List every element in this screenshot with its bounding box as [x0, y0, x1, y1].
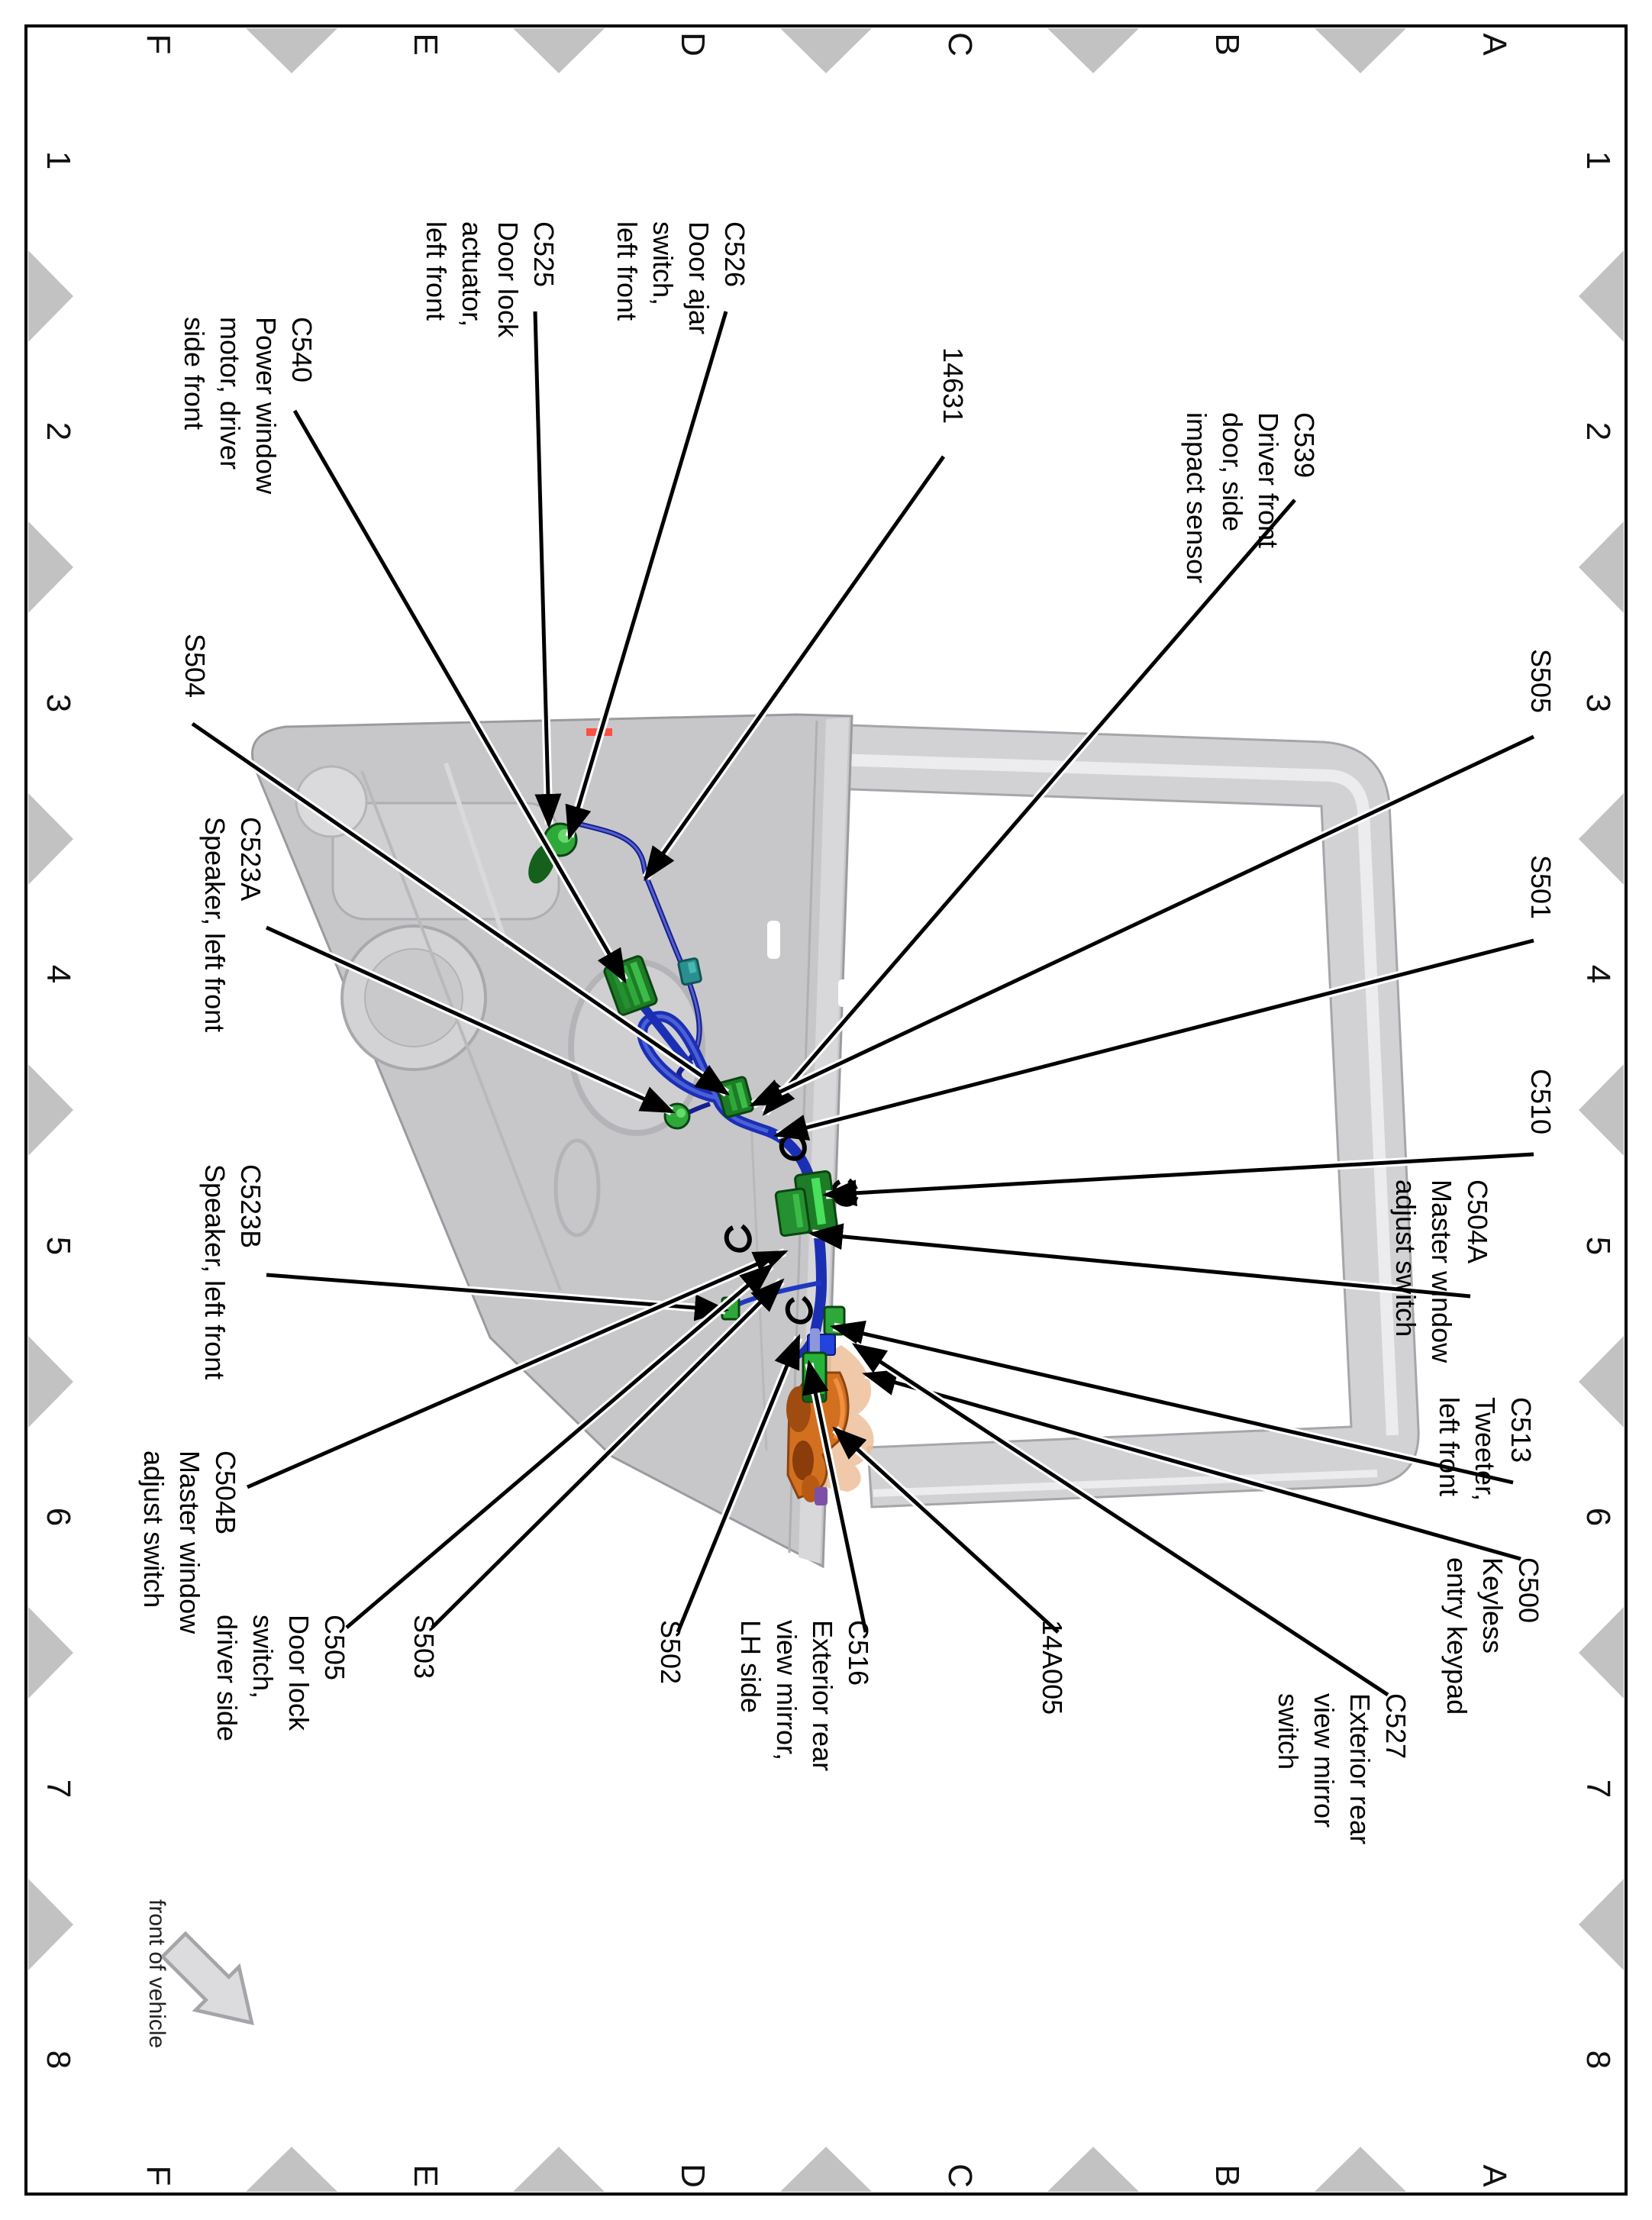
callout-s503: S503 — [408, 1615, 440, 1680]
grid-number-4-top: 4 — [1579, 964, 1617, 984]
grid-letter-c-left: C — [941, 32, 979, 56]
callout-s505: S505 — [1525, 649, 1557, 714]
callout-14a005: 14A005 — [1037, 1620, 1068, 1715]
leader-c525 — [533, 311, 562, 828]
grid-number-2-bottom: 2 — [40, 421, 77, 441]
callout-c525: C525 Door lock actuator, left front — [421, 221, 560, 338]
grid-letter-d-right: D — [674, 2164, 711, 2188]
callout-s501: S501 — [1525, 855, 1557, 920]
grid-number-3-top: 3 — [1579, 693, 1617, 713]
leader-c516 — [802, 1360, 868, 1633]
grid-number-7-bottom: 7 — [40, 1779, 77, 1799]
front-of-vehicle-label: front of vehicle — [144, 1899, 169, 2049]
callout-s502: S502 — [655, 1620, 686, 1685]
leader-14a005 — [832, 1426, 1060, 1634]
leader-c513 — [830, 1320, 1514, 1485]
leader-c504a — [808, 1223, 1471, 1299]
leader-s503 — [431, 1278, 785, 1629]
grid-number-8-bottom: 8 — [40, 2050, 77, 2070]
leader-c539 — [762, 499, 1296, 1116]
leader-c526 — [565, 311, 728, 841]
grid-letter-a-left: A — [1476, 33, 1513, 56]
grid-letter-c-right: C — [941, 2164, 979, 2188]
grid-number-5-bottom: 5 — [40, 1236, 77, 1256]
callout-c539: C539 Driver front door, side impact senso… — [1181, 412, 1320, 584]
connector-inline-teal — [677, 957, 702, 986]
grid-number-2-top: 2 — [1579, 421, 1617, 441]
grid-tick-triangles — [28, 28, 1624, 2192]
grid-number-8-top: 8 — [1579, 2050, 1617, 2070]
callout-c504b: C504B Master window adjust switch — [138, 1450, 241, 1634]
grid-number-5-top: 5 — [1579, 1236, 1617, 1256]
callout-c510: C510 — [1525, 1069, 1557, 1135]
grid-letter-e-right: E — [407, 2164, 444, 2187]
leader-c523a — [265, 925, 676, 1114]
grid-letter-a-right: A — [1476, 2164, 1513, 2187]
callout-c504a: C504A Master window adjust switch — [1390, 1179, 1493, 1363]
grid-letter-f-right: F — [140, 2165, 177, 2186]
leader-lines — [189, 310, 1536, 1699]
leader-s501 — [773, 938, 1534, 1141]
callout-c527: C527 Exterior rear view mirror switch — [1273, 1693, 1412, 1845]
callout-c516: C516 Exterior rear view mirror, LH side — [735, 1620, 874, 1772]
leader-c500 — [862, 1370, 1521, 1561]
leader-s502 — [676, 1334, 801, 1633]
grid-letter-b-left: B — [1208, 33, 1246, 56]
leader-c505 — [345, 1263, 774, 1629]
callout-c540: C540 Power window motor, driver side fron… — [179, 317, 318, 495]
leader-c523b — [266, 1273, 729, 1321]
leader-s504 — [191, 721, 731, 1095]
callout-c526: C526 Door ajar switch, left front — [611, 221, 750, 335]
leader-c504b — [246, 1250, 789, 1489]
door-slot — [767, 921, 780, 959]
grid-number-6-top: 6 — [1579, 1507, 1617, 1527]
leader-c527 — [851, 1343, 1389, 1697]
callout-c523b: C523B Speaker, left front — [199, 1164, 266, 1380]
grid-letter-f-left: F — [140, 34, 177, 55]
callout-c523a: C523A Speaker, left front — [199, 817, 266, 1033]
callout-c513: C513 Tweeter, left front — [1434, 1397, 1537, 1502]
grid-number-1-bottom: 1 — [40, 150, 77, 170]
grid-number-7-top: 7 — [1579, 1779, 1617, 1799]
door-hole-small — [295, 765, 368, 838]
latch-purple-seal — [815, 1487, 828, 1505]
callout-c500: C500 Keyless entry keypad — [1441, 1557, 1544, 1715]
grid-letter-d-left: D — [674, 32, 711, 56]
grid-letter-e-left: E — [407, 33, 444, 56]
grid-number-4-bottom: 4 — [40, 964, 77, 984]
leader-c510 — [822, 1152, 1534, 1207]
callout-s504: S504 — [179, 634, 211, 699]
page-border — [24, 24, 1628, 2196]
grid-number-1-top: 1 — [1579, 150, 1617, 170]
leader-s505 — [749, 734, 1535, 1107]
grid-number-6-bottom: 6 — [40, 1507, 77, 1527]
leader-14631 — [644, 455, 946, 882]
callout-14631: 14631 — [937, 347, 969, 424]
door-slot — [838, 979, 849, 1007]
leader-c540 — [292, 409, 627, 984]
callout-c505: C505 Door lock switch, driver side — [211, 1615, 350, 1742]
grid-letter-b-right: B — [1208, 2164, 1246, 2187]
front-of-vehicle-arrow — [160, 1931, 254, 2025]
grid-number-3-bottom: 3 — [40, 693, 77, 713]
